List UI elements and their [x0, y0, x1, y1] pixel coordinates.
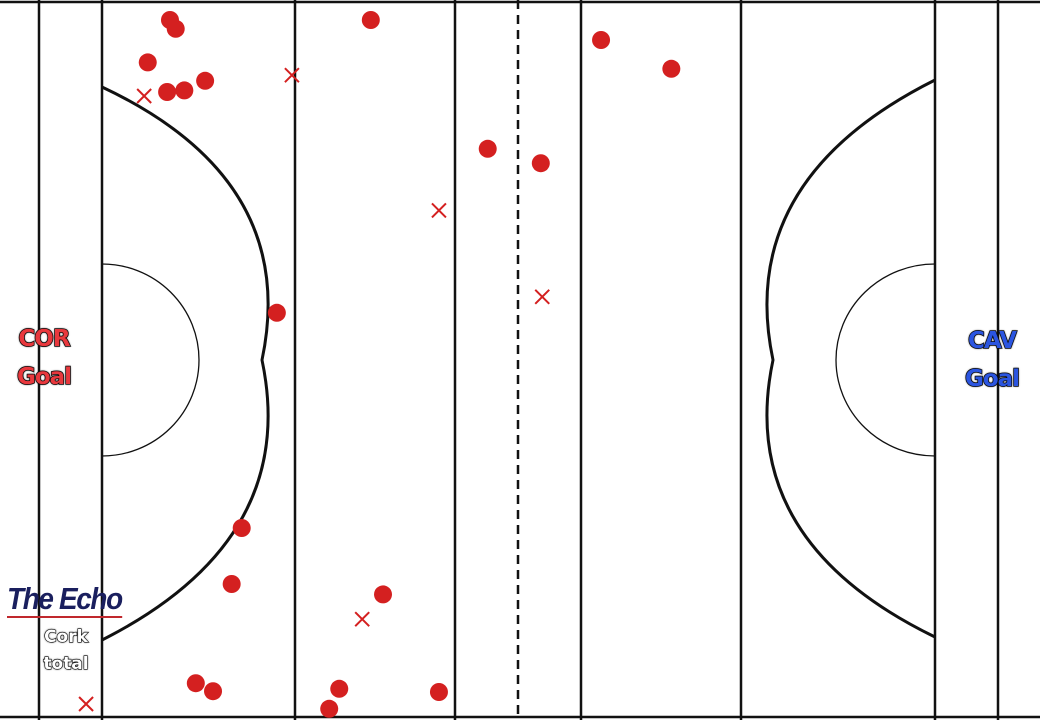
subtitle-total: total: [43, 653, 89, 674]
shot-score-marker: [232, 519, 251, 537]
shot-score-marker: [320, 699, 339, 718]
shot-wide-marker: [136, 88, 152, 104]
shot-score-marker: [361, 11, 380, 29]
shot-score-marker: [204, 682, 223, 701]
subtitle: Cork total: [36, 624, 96, 678]
shot-score-marker: [222, 575, 241, 593]
shot-wide-marker: [431, 202, 447, 219]
shot-score-marker: [662, 59, 681, 78]
shot-score-marker: [186, 674, 205, 693]
shot-score-marker: [478, 139, 497, 158]
shot-score-marker: [138, 53, 157, 72]
left-arc: [101, 85, 270, 642]
shot-score-marker: [196, 71, 215, 90]
shot-wide-marker: [284, 67, 300, 83]
right-goal-text: Goal: [964, 365, 1021, 393]
right-semicircle: [835, 263, 936, 457]
shot-wide-marker: [534, 289, 550, 305]
the-echo-logo: The Echo: [7, 581, 123, 618]
left-team-name: COR: [18, 325, 72, 353]
shot-score-marker: [592, 31, 611, 49]
shot-score-marker: [330, 679, 349, 698]
left-goal-text: Goal: [16, 363, 73, 391]
shot-score-marker: [267, 303, 286, 322]
left-goal-label: COR Goal: [8, 320, 80, 396]
shot-score-marker: [531, 154, 550, 173]
shot-score-marker: [158, 83, 177, 101]
subtitle-team: Cork: [43, 626, 88, 647]
shot-score-marker: [166, 19, 185, 38]
shot-score-marker: [374, 585, 393, 604]
right-arc: [765, 78, 936, 639]
shot-score-marker: [429, 683, 448, 701]
right-goal-label: CAV Goal: [956, 322, 1028, 398]
shot-wide-marker: [354, 611, 370, 627]
shot-score-marker: [175, 81, 194, 100]
right-team-name: CAV: [967, 327, 1017, 355]
left-semicircle: [101, 263, 200, 457]
shot-wide-marker: [78, 696, 94, 712]
